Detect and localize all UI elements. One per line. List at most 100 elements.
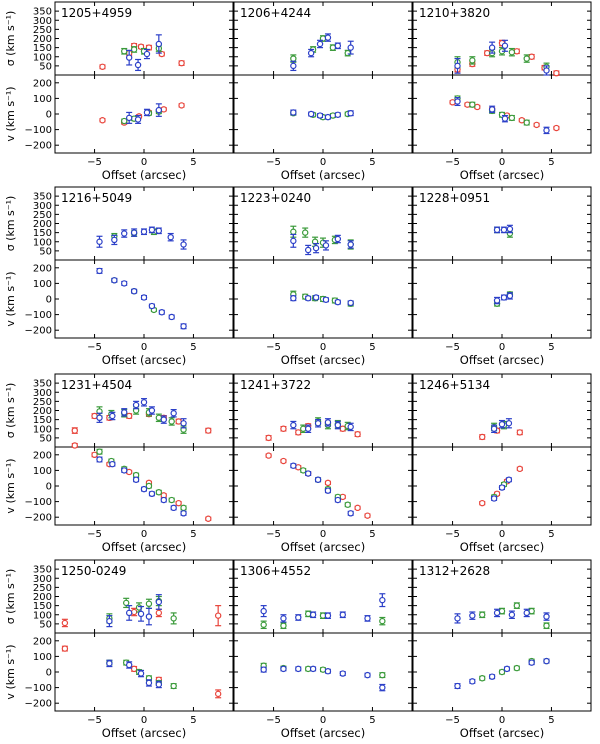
sigma-axis-label: σ (km s⁻¹) [4, 383, 17, 439]
sigma-tick-label: 50 [39, 619, 52, 630]
sigma-tick-label: 300 [33, 388, 52, 399]
v-point-green [145, 482, 153, 490]
v-tick-label: 100 [33, 466, 52, 477]
v-point-blue [506, 292, 514, 300]
sigma-point-green [260, 620, 267, 630]
sigma-tick-label: 100 [33, 424, 52, 435]
x-axis-label: Offset (arcsec) [281, 168, 365, 182]
v-point-blue [324, 487, 332, 494]
v-point-blue [488, 105, 496, 114]
v-point-blue [339, 670, 346, 677]
sigma-point-red [280, 425, 287, 432]
v-point-blue [148, 302, 156, 310]
sigma-point-blue [508, 610, 516, 620]
sigma-point-blue [180, 239, 187, 250]
v-point-blue [109, 460, 116, 468]
sigma-tick-label: 150 [33, 415, 52, 426]
v-point-blue [132, 476, 140, 483]
sigma-tick-label: 100 [33, 237, 52, 248]
panel-5: −5 0 5 Offset (arcsec) 1228+0951 [412, 186, 592, 367]
sigma-point-blue [488, 41, 496, 54]
sigma-tick-label: 300 [33, 201, 52, 212]
v-point-blue [304, 470, 312, 477]
sigma-point-blue [334, 420, 342, 430]
sigma-point-blue [132, 400, 140, 410]
panel-title: 1241+3722 [240, 378, 311, 392]
v-point-blue [96, 267, 103, 275]
sigma-point-blue [347, 422, 354, 432]
sigma-point-blue [290, 420, 297, 430]
sigma-point-green [344, 49, 351, 57]
v-point-red [354, 504, 361, 512]
sigma-point-blue [304, 424, 312, 433]
sigma-tick-label: 200 [33, 592, 52, 603]
x-tick-label: 0 [499, 342, 505, 353]
sigma-point-red [553, 69, 560, 77]
sigma-point-blue [454, 613, 461, 624]
v-point-blue [347, 510, 354, 517]
v-point-blue [347, 110, 354, 117]
v-tick-label: −200 [25, 513, 52, 524]
v-tick-label: 200 [33, 263, 52, 274]
v-point-blue [379, 683, 386, 692]
v-point-blue [155, 680, 163, 689]
sigma-tick-label: 50 [39, 246, 52, 257]
v-point-green [508, 114, 516, 122]
sigma-tick-label: 200 [33, 34, 52, 45]
v-point-blue [454, 682, 461, 690]
v-point-blue [160, 496, 167, 504]
panel-title: 1312+2628 [419, 564, 490, 578]
sigma-point-blue [324, 418, 332, 427]
v-point-blue [505, 476, 513, 483]
x-tick-label: −5 [87, 529, 102, 540]
v-point-blue [309, 665, 317, 673]
sigma-point-red [483, 49, 491, 57]
sigma-point-green [379, 616, 386, 626]
v-point-blue [180, 323, 187, 330]
v-point-green [469, 101, 476, 108]
sigma-axis-label: σ (km s⁻¹) [4, 569, 17, 625]
x-tick-label: −5 [266, 157, 281, 168]
v-tick-label: −200 [25, 326, 52, 337]
v-point-blue [180, 510, 187, 517]
x-axis-label: Offset (arcsec) [102, 540, 186, 554]
sigma-point-blue [260, 605, 267, 618]
sigma-point-blue [543, 612, 550, 621]
sigma-point-green [513, 602, 521, 609]
sigma-point-blue [290, 233, 297, 248]
v-tick-label: −100 [25, 683, 52, 694]
velocity-frame [54, 632, 234, 712]
v-tick-label: −100 [25, 310, 52, 321]
v-point-blue [334, 298, 342, 306]
x-tick-label: −5 [87, 715, 102, 726]
v-point-green [479, 675, 486, 682]
x-tick-label: 0 [499, 529, 505, 540]
v-point-blue [498, 484, 506, 491]
v-point-green [513, 664, 521, 672]
v-tick-label: 200 [33, 78, 52, 89]
sigma-point-red [158, 50, 165, 58]
sigma-point-blue [140, 398, 148, 407]
v-point-blue [490, 495, 498, 502]
sigma-tick-label: 350 [33, 565, 52, 576]
v-point-blue [324, 113, 332, 121]
x-tick-label: 0 [320, 157, 326, 168]
sigma-point-blue [314, 419, 322, 428]
sigma-point-blue [295, 614, 302, 621]
v-point-blue [503, 665, 511, 673]
sigma-tick-label: 350 [33, 7, 52, 18]
sigma-point-blue [309, 611, 317, 619]
v-point-blue [121, 467, 128, 474]
sigma-point-blue [469, 611, 476, 620]
sigma-tick-label: 250 [33, 397, 52, 408]
sigma-point-blue [490, 424, 498, 433]
v-tick-label: −200 [25, 699, 52, 710]
sigma-point-green [168, 417, 175, 426]
v-point-blue [364, 671, 371, 679]
sigma-axis-label: σ (km s⁻¹) [4, 11, 17, 67]
v-point-blue [501, 114, 509, 123]
sigma-tick-label: 250 [33, 210, 52, 221]
v-point-blue [143, 108, 151, 117]
v-point-blue [158, 309, 165, 316]
